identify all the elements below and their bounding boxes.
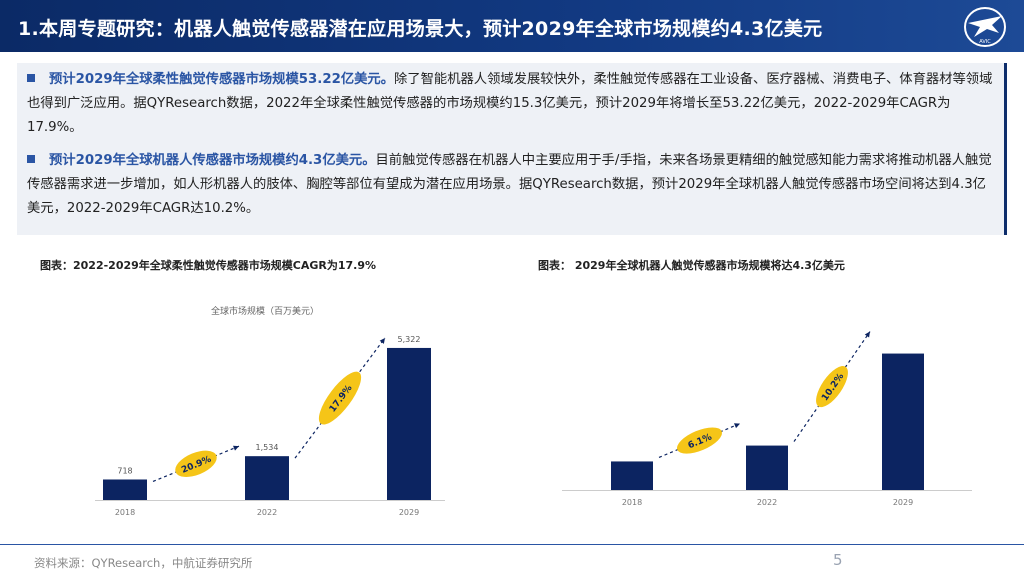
footer-divider [0, 544, 1024, 545]
data-label: 5,322 [398, 335, 421, 344]
cagr-badge: 6.1% [677, 427, 722, 454]
bullet-icon [27, 155, 35, 163]
bar-2018 [103, 479, 147, 500]
chart-caption-right: 图表： 2029年全球机器人触觉传感器市场规模将达4.3亿美元 [538, 259, 845, 272]
page-number: 5 [833, 551, 843, 569]
cagr-badge: 10.2% [816, 366, 848, 408]
bar-2018 [611, 461, 653, 490]
cagr-ellipse [816, 366, 848, 408]
bar-2029 [882, 353, 924, 490]
bar-2022 [746, 445, 788, 490]
chart-caption-left: 图表：2022-2029年全球柔性触觉传感器市场规模CAGR为17.9% [40, 259, 377, 272]
paragraph-body: 目前触觉传感器在机器人中主要应用于手/手指，未来各场景更精细的触觉感知能力需求将… [27, 153, 992, 216]
bar-2029 [387, 347, 431, 500]
x-tick-label: 2022 [757, 498, 777, 507]
arrowhead-icon [734, 423, 740, 429]
x-tick-label: 2018 [115, 508, 135, 517]
aircraft-logo-icon: AVIC [964, 7, 1006, 47]
paragraph-highlight: 预计2029年全球机器人传感器市场规模约4.3亿美元。 [49, 153, 376, 168]
paragraph-flexible-sensor: 预计2029年全球柔性触觉传感器市场规模53.22亿美元。除了智能机器人领域发展… [27, 68, 997, 140]
logo-text: AVIC [979, 39, 991, 45]
chart-title: 全球市场规模（百万美元） [211, 305, 319, 317]
source-note: 资料来源：QYResearch，中航证券研究所 [34, 556, 253, 570]
x-tick-label: 2018 [622, 498, 642, 507]
cagr-ellipse [318, 371, 362, 425]
flexible-sensor-market-chart: 全球市场规模（百万美元） 2018 718 2022 1,534 2029 5,322 20.… [95, 305, 445, 517]
arrowhead-icon [233, 445, 239, 451]
arrowhead-icon [379, 337, 385, 344]
page-title: 1.本周专题研究：机器人触觉传感器潜在应用场景大，预计2029年全球市场规模约4… [18, 18, 823, 40]
paragraph-body: 除了智能机器人领域发展较快外，柔性触觉传感器在工业设备、医疗器械、消费电子、体育… [27, 72, 993, 135]
x-tick-label: 2029 [399, 508, 419, 517]
cagr-badge: 20.9% [175, 450, 217, 477]
x-tick-label: 2029 [893, 498, 913, 507]
growth-arrow-line [294, 337, 386, 459]
arrowhead-icon [864, 331, 870, 338]
data-label: 1,534 [256, 443, 279, 452]
header-bar: 1.本周专题研究：机器人触觉传感器潜在应用场景大，预计2029年全球市场规模约4… [0, 0, 1024, 52]
x-tick-label: 2022 [257, 508, 277, 517]
cagr-badge: 17.9% [318, 371, 362, 425]
bullet-icon [27, 74, 35, 82]
paragraph-robot-sensor: 预计2029年全球机器人传感器市场规模约4.3亿美元。目前触觉传感器在机器人中主… [27, 149, 997, 221]
summary-box: 预计2029年全球柔性触觉传感器市场规模53.22亿美元。除了智能机器人领域发展… [17, 63, 1007, 235]
paragraph-highlight: 预计2029年全球柔性触觉传感器市场规模53.22亿美元。 [49, 72, 395, 87]
cagr-ellipse [175, 450, 217, 477]
bar-2022 [245, 456, 289, 500]
cagr-ellipse [677, 427, 722, 454]
data-label: 718 [117, 466, 132, 475]
robot-sensor-market-chart: 2018 2022 2029 6.1% 10.2% [562, 331, 972, 507]
